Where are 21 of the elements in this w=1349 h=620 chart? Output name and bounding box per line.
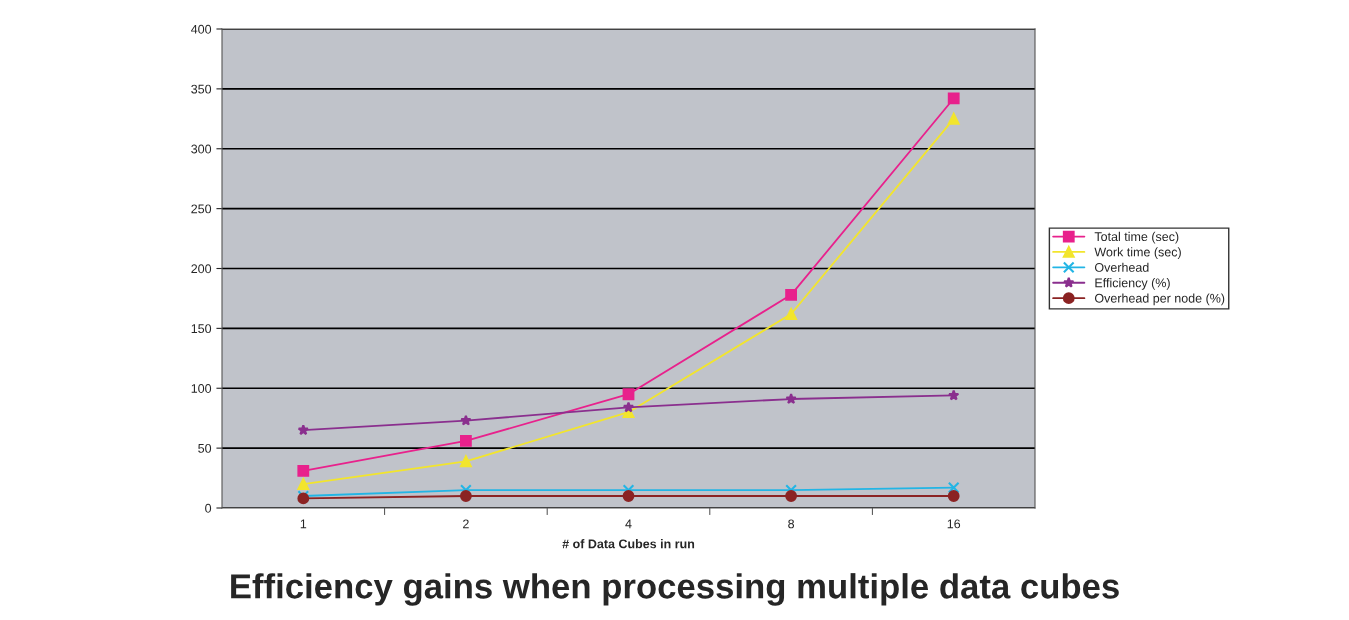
y-tick-label: 300 [191,144,212,154]
legend-label: Efficiency (%) [1095,278,1170,290]
legend-label: Overhead [1094,262,1149,272]
text: Efficiency gains when processing multiple data cubes [231,573,1119,606]
x-tick-label: 16 [947,519,961,529]
y-tick-label: 400 [191,24,212,34]
y-tick-label: 350 [191,84,212,94]
y-tick-label: 100 [191,384,212,393]
y-tick-label: 0 [205,503,212,513]
legend-label: Work time (sec) [1094,247,1181,259]
y-tick-label: 50 [198,443,212,453]
x-tick-label: 4 [625,519,632,529]
x-axis-title: # of Data Cubes in run [562,539,695,549]
x-tick-label: 2 [463,519,469,529]
legend-label: Overhead per node (%) [1094,293,1225,306]
x-tick-label: 1 [300,519,307,529]
y-tick-label: 250 [191,204,212,214]
y-tick-label: 200 [191,264,212,274]
legend-label: Total time (sec) [1094,231,1179,244]
y-tick-label: 150 [191,324,212,334]
x-tick-label: 8 [788,519,795,529]
